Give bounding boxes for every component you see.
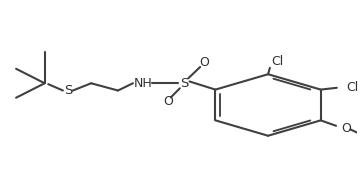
Text: Cl: Cl — [347, 81, 359, 94]
Text: O: O — [163, 95, 173, 108]
Text: NH: NH — [134, 77, 152, 90]
Text: S: S — [64, 84, 72, 97]
Text: S: S — [180, 77, 188, 90]
Text: Cl: Cl — [271, 55, 283, 68]
Text: O: O — [341, 122, 351, 135]
Text: O: O — [199, 56, 209, 69]
